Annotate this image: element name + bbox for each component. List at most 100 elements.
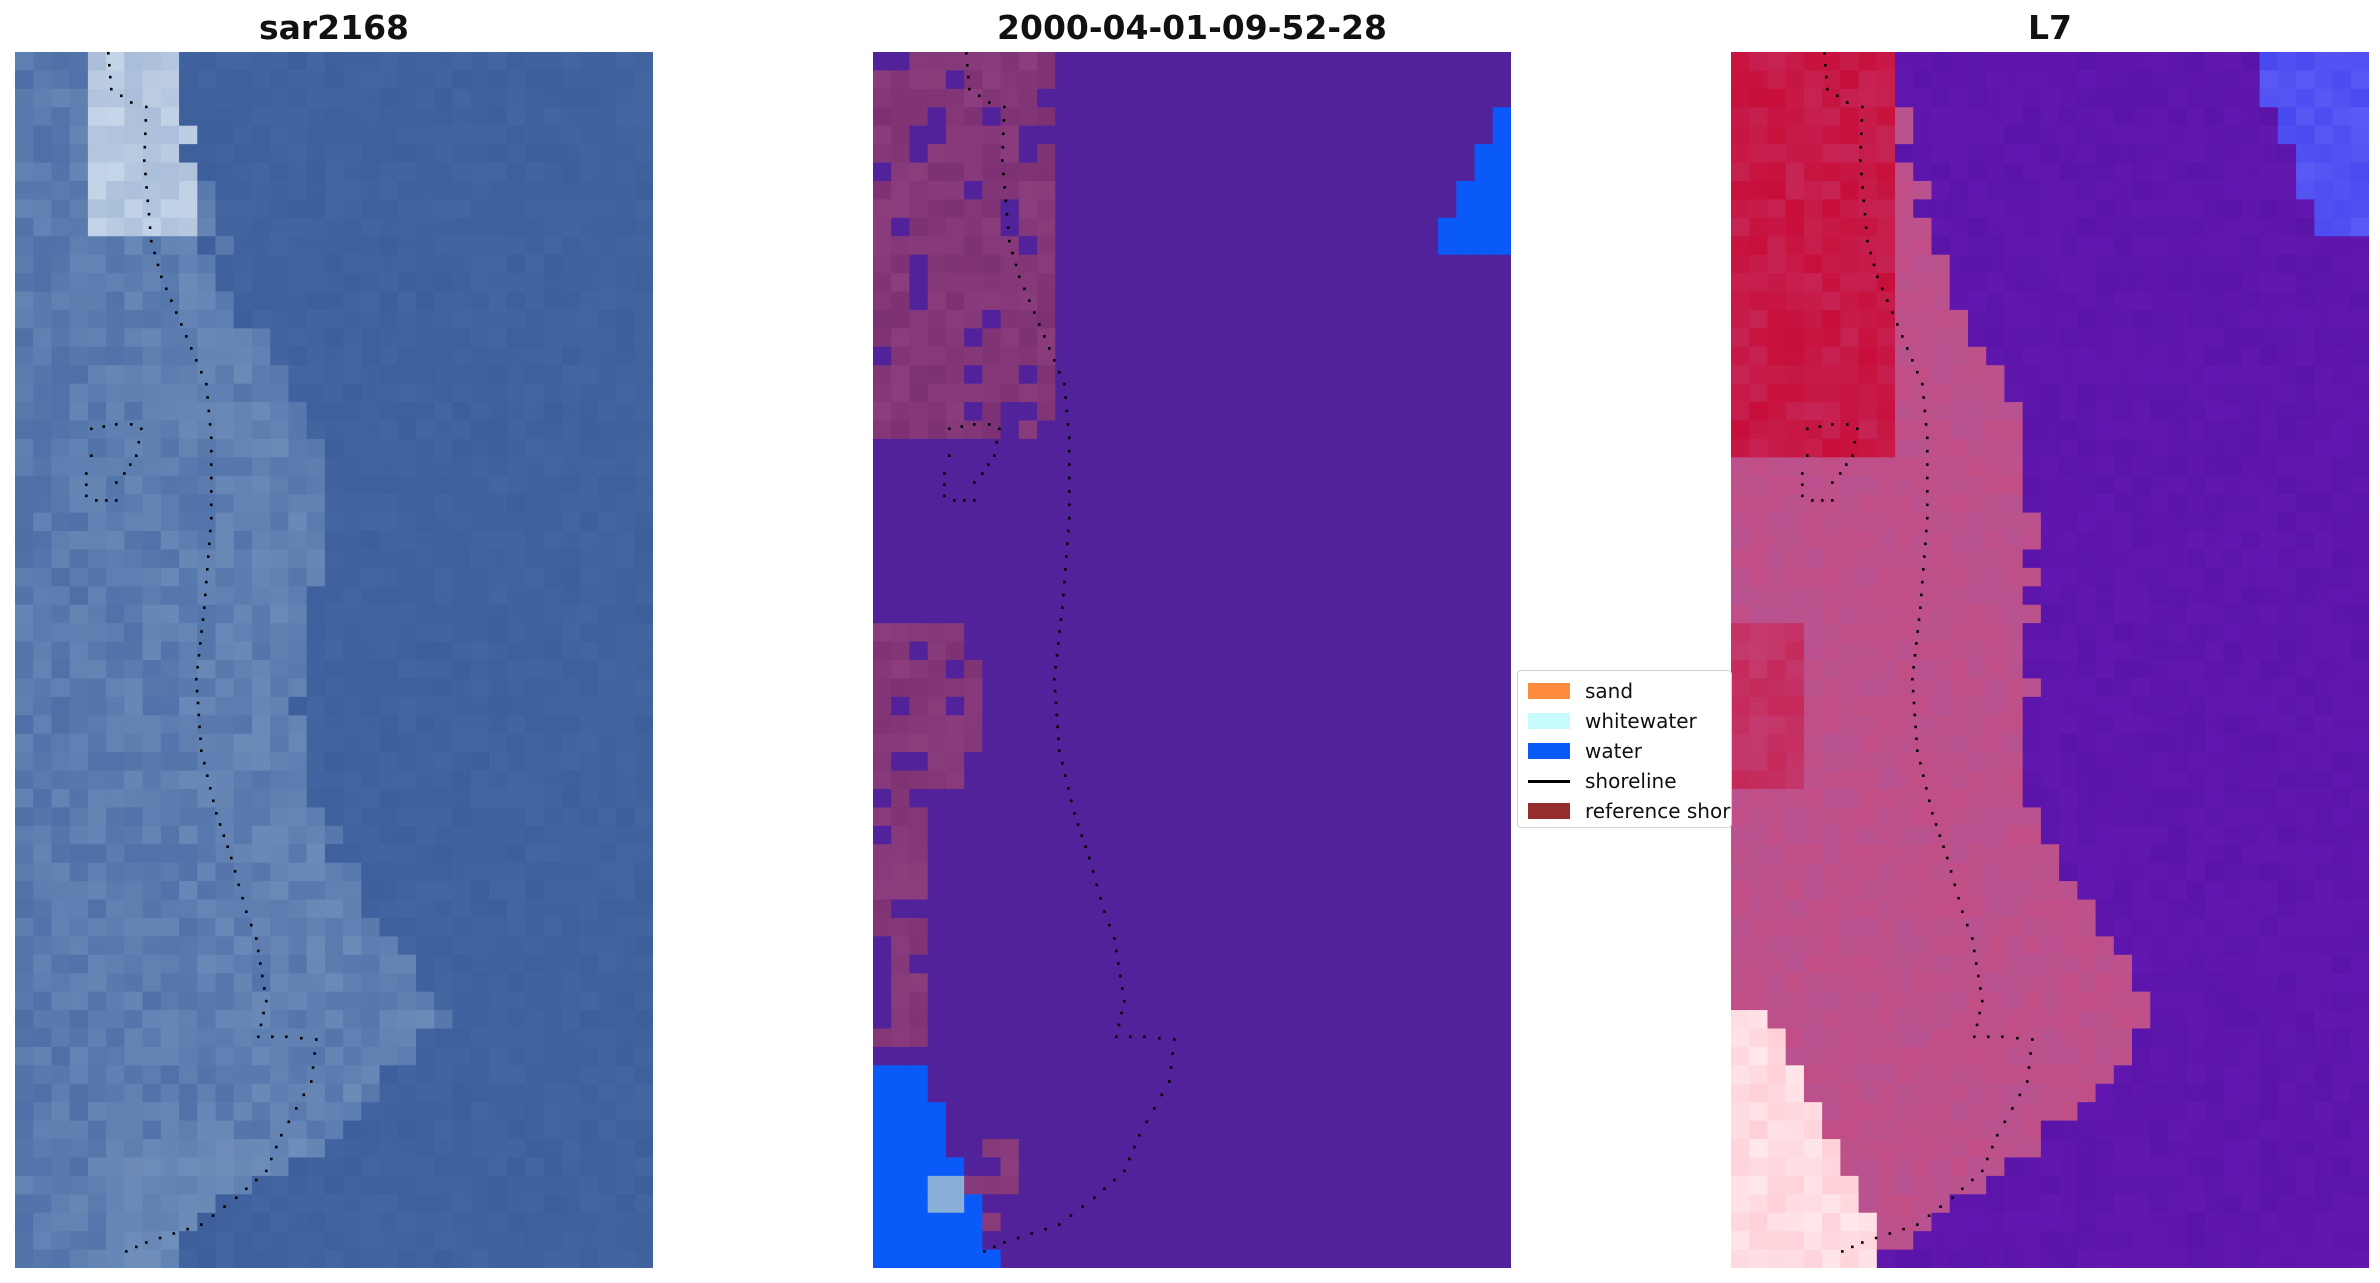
raster-pixel [1401, 1212, 1421, 1232]
raster-pixel [2168, 52, 2188, 72]
raster-pixel [1292, 1231, 1312, 1251]
raster-pixel [215, 881, 235, 901]
raster-pixel [1328, 696, 1348, 716]
raster-pixel [507, 641, 526, 661]
raster-pixel [106, 715, 125, 735]
raster-pixel [69, 1139, 89, 1159]
raster-pixel [452, 217, 472, 237]
raster-pixel [580, 70, 599, 90]
raster-pixel [982, 862, 1002, 882]
raster-pixel [1201, 567, 1220, 587]
raster-pixel [982, 1046, 1002, 1066]
raster-pixel [616, 420, 636, 440]
raster-pixel [525, 623, 545, 643]
raster-pixel [1274, 1120, 1293, 1140]
raster-pixel [379, 917, 399, 937]
raster-pixel [1182, 144, 1202, 164]
raster-pixel [470, 494, 490, 514]
raster-pixel [580, 309, 599, 329]
raster-pixel [1438, 273, 1457, 293]
raster-pixel [69, 291, 89, 311]
raster-pixel [1383, 917, 1403, 937]
raster-pixel [1037, 991, 1056, 1011]
raster-pixel [1255, 678, 1275, 698]
raster-pixel [598, 531, 618, 551]
raster-pixel [1000, 383, 1020, 403]
raster-pixel [561, 402, 581, 422]
raster-pixel [1346, 70, 1366, 90]
raster-pixel [160, 1010, 180, 1030]
raster-pixel [1055, 383, 1075, 403]
raster-pixel [1456, 217, 1476, 237]
raster-pixel [1091, 991, 1111, 1011]
raster-pixel [124, 494, 144, 514]
raster-pixel [891, 328, 911, 348]
raster-pixel [1091, 328, 1111, 348]
raster-pixel [1401, 1102, 1421, 1122]
raster-pixel [1401, 144, 1421, 164]
raster-pixel [1109, 641, 1129, 661]
raster-pixel [616, 383, 636, 403]
raster-pixel [927, 954, 947, 974]
raster-pixel [397, 70, 417, 90]
raster-pixel [397, 254, 417, 274]
raster-pixel [270, 438, 290, 458]
shoreline-dot [1103, 1187, 1106, 1191]
raster-pixel [1201, 420, 1220, 440]
raster-pixel [873, 770, 892, 790]
raster-pixel [1492, 549, 1511, 569]
raster-pixel [1456, 291, 1476, 311]
raster-pixel [525, 365, 545, 385]
raster-pixel [106, 954, 125, 974]
raster-pixel [215, 512, 235, 532]
raster-pixel [1146, 254, 1166, 274]
raster-pixel [51, 623, 71, 643]
raster-pixel [616, 291, 636, 311]
raster-pixel [1237, 52, 1257, 72]
raster-pixel [927, 309, 947, 329]
raster-pixel [197, 420, 217, 440]
raster-pixel [233, 125, 253, 145]
raster-pixel [909, 1249, 929, 1268]
raster-pixel [945, 88, 965, 108]
shoreline-dot [315, 1038, 318, 1041]
raster-pixel [1201, 1231, 1220, 1251]
shoreline-dot [1018, 275, 1021, 279]
raster-pixel [343, 1046, 362, 1066]
raster-pixel [15, 991, 34, 1011]
raster-pixel [1274, 752, 1293, 772]
raster-pixel [15, 678, 34, 698]
raster-pixel [1000, 273, 1020, 293]
raster-pixel [1492, 954, 1511, 974]
raster-pixel [1346, 604, 1366, 624]
raster-pixel [106, 1194, 125, 1214]
raster-pixel [233, 254, 253, 274]
raster-pixel [580, 402, 599, 422]
raster-pixel [1803, 52, 1823, 72]
raster-pixel [1456, 531, 1476, 551]
raster-pixel [982, 567, 1002, 587]
raster-pixel [1365, 180, 1384, 200]
shoreline-dot [1058, 370, 1061, 374]
raster-pixel [1073, 475, 1093, 495]
raster-pixel [1474, 844, 1494, 864]
raster-pixel [927, 402, 947, 422]
raster-pixel [69, 1046, 89, 1066]
raster-pixel [873, 512, 892, 532]
raster-pixel [1365, 1231, 1384, 1251]
raster-pixel [1055, 1194, 1075, 1214]
raster-pixel [927, 641, 947, 661]
raster-pixel [1492, 567, 1511, 587]
raster-pixel [1456, 807, 1476, 827]
raster-pixel [1255, 1120, 1275, 1140]
raster-pixel [561, 1046, 581, 1066]
raster-pixel [1346, 531, 1366, 551]
raster-pixel [1474, 1194, 1494, 1214]
raster-pixel [1365, 1102, 1384, 1122]
raster-pixel [379, 973, 399, 993]
raster-pixel [1292, 567, 1312, 587]
raster-pixel [927, 107, 947, 127]
raster-pixel [873, 917, 892, 937]
raster-pixel [2168, 88, 2188, 108]
raster-pixel [1438, 788, 1457, 808]
